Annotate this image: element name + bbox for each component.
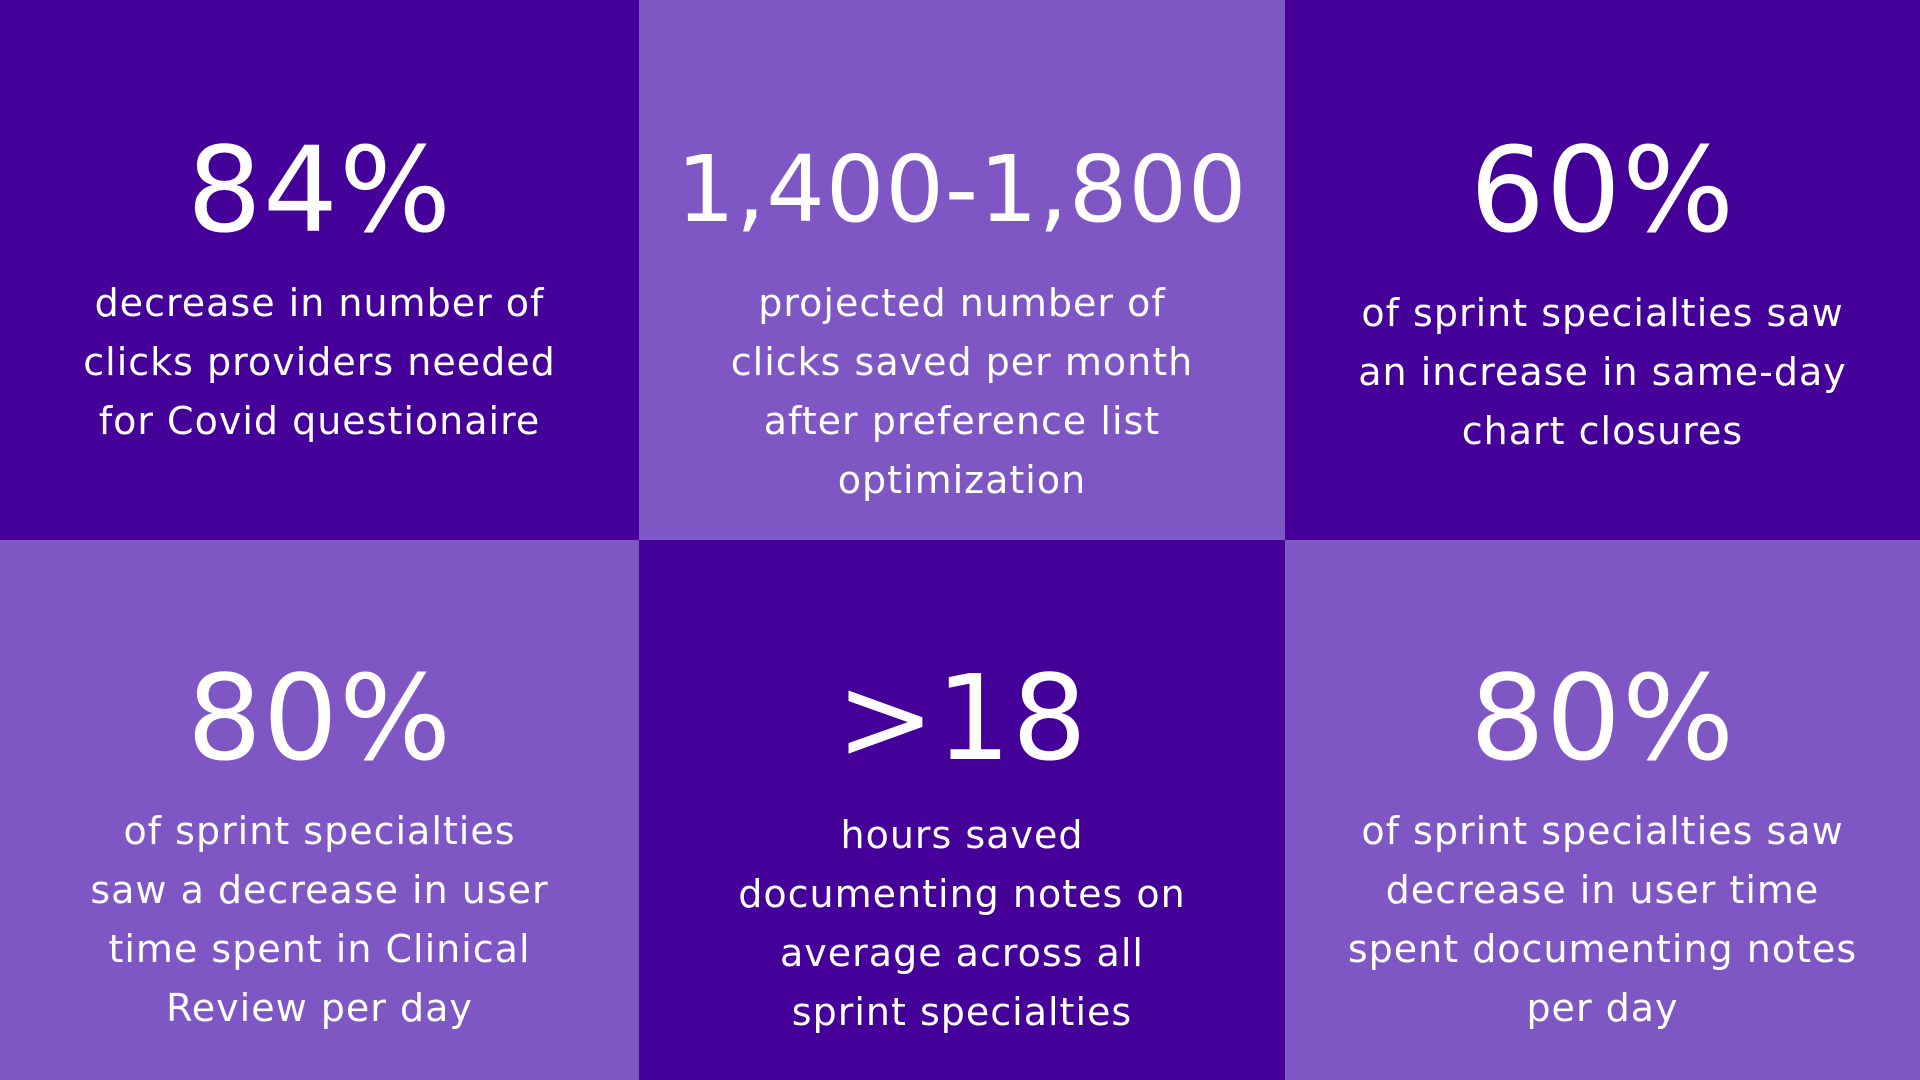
desc-line: decrease in number of	[94, 281, 545, 325]
desc-line: time spent in Clinical	[108, 927, 531, 971]
desc-line: an increase in same-day	[1358, 350, 1847, 394]
desc-line: decrease in user time	[1385, 868, 1820, 912]
stat-card-documenting-notes: 80% of sprint specialties saw decrease i…	[1285, 540, 1920, 1080]
stat-value: 80%	[1469, 649, 1736, 787]
desc-line: Review per day	[166, 986, 473, 1030]
desc-line: of sprint specialties	[123, 809, 516, 853]
stat-value: 84%	[186, 121, 453, 259]
stat-card-chart-closures: 60% of sprint specialties saw an increas…	[1285, 0, 1920, 540]
stat-description: of sprint specialties saw a decrease in …	[90, 802, 548, 1038]
desc-line: of sprint specialties saw	[1361, 809, 1844, 853]
desc-line: for Covid questionaire	[98, 399, 541, 443]
desc-line: after preference list	[763, 399, 1161, 443]
stat-description: hours saved documenting notes on average…	[738, 806, 1185, 1042]
stat-description: projected number of clicks saved per mon…	[731, 274, 1193, 510]
desc-line: sprint specialties	[791, 990, 1133, 1034]
desc-line: of sprint specialties saw	[1361, 291, 1844, 335]
stat-card-clicks-saved: 1,400-1,800 projected number of clicks s…	[639, 0, 1285, 540]
desc-line: average across all	[780, 931, 1144, 975]
desc-line: hours saved	[840, 813, 1084, 857]
stat-value: 80%	[186, 649, 453, 787]
stat-value: 1,400-1,800	[676, 136, 1248, 243]
desc-line: documenting notes on	[738, 872, 1186, 916]
desc-line: per day	[1526, 986, 1679, 1030]
stat-value: 60%	[1469, 121, 1736, 259]
desc-line: optimization	[837, 458, 1087, 502]
stat-value: >18	[835, 649, 1089, 787]
stat-card-clinical-review: 80% of sprint specialties saw a decrease…	[0, 540, 639, 1080]
stat-card-hours-saved: >18 hours saved documenting notes on ave…	[639, 540, 1285, 1080]
stat-description: of sprint specialties saw an increase in…	[1358, 284, 1847, 461]
desc-line: projected number of	[758, 281, 1166, 325]
stat-description: decrease in number of clicks providers n…	[83, 274, 555, 451]
desc-line: spent documenting notes	[1347, 927, 1858, 971]
desc-line: clicks saved per month	[730, 340, 1194, 384]
stat-card-covid-clicks: 84% decrease in number of clicks provide…	[0, 0, 639, 540]
stat-description: of sprint specialties saw decrease in us…	[1348, 802, 1857, 1038]
desc-line: chart closures	[1461, 409, 1744, 453]
desc-line: saw a decrease in user	[90, 868, 549, 912]
desc-line: clicks providers needed	[83, 340, 556, 384]
